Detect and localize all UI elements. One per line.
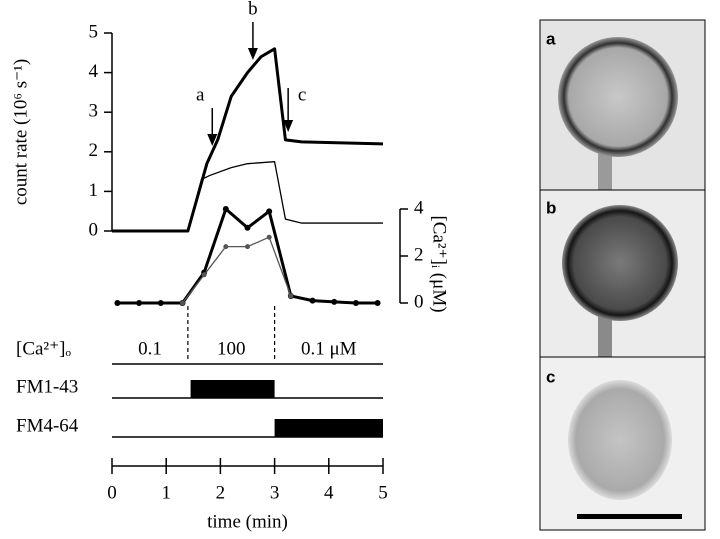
x-tick-label: 0 <box>107 482 117 503</box>
dye-bar <box>190 380 275 398</box>
data-point <box>331 298 338 305</box>
y-tick-label: 5 <box>89 21 99 42</box>
dye-bar <box>274 419 383 437</box>
x-tick-label: 2 <box>216 482 226 503</box>
scale-bar <box>577 514 682 519</box>
data-line <box>112 161 383 232</box>
bath-segment-label: 0.1 <box>138 338 162 359</box>
data-point <box>201 272 207 278</box>
data-point <box>114 300 121 306</box>
data-point <box>266 234 272 240</box>
data-point <box>309 297 316 304</box>
x-tick-label: 4 <box>324 482 334 503</box>
y-tick-label: 3 <box>89 101 99 122</box>
arrow-head <box>247 48 258 60</box>
arrow-head <box>283 120 294 132</box>
y-tick-label: 4 <box>414 197 424 218</box>
annotation-label: b <box>248 0 258 19</box>
data-point <box>288 293 294 299</box>
y-axis-label: [Ca²⁺]ᵢ (μM) <box>429 215 450 312</box>
cell <box>568 380 672 500</box>
y-axis-label: count rate (10⁶ s⁻¹) <box>10 59 31 205</box>
data-point <box>136 300 143 306</box>
bath-label: [Ca²⁺]ₒ <box>16 338 71 359</box>
data-point <box>223 244 229 250</box>
dye-label: FM1-43 <box>16 376 78 397</box>
micrographs <box>539 19 706 531</box>
cell <box>562 205 678 321</box>
x-tick-label: 5 <box>378 482 388 503</box>
panel-label: a <box>546 29 556 48</box>
annotation-label: c <box>298 84 306 105</box>
dye-label: FM4-64 <box>16 415 79 436</box>
data-point <box>245 244 250 250</box>
y-tick-label: 4 <box>89 61 99 82</box>
y-tick-label: 2 <box>89 140 99 161</box>
data-point <box>266 208 273 215</box>
data-line <box>181 236 292 304</box>
y-tick-label: 0 <box>414 291 424 312</box>
x-axis-label: time (min) <box>207 511 288 532</box>
data-point <box>374 300 381 306</box>
bath-segment-label: 0.1 μM <box>301 338 357 359</box>
cell <box>558 37 678 157</box>
panel-label: b <box>546 198 556 217</box>
x-tick-label: 1 <box>161 482 171 503</box>
data-line <box>112 47 384 233</box>
bath-segment-label: 100 <box>217 338 246 359</box>
x-tick-label: 3 <box>270 482 280 503</box>
data-point <box>222 206 229 212</box>
stalk <box>598 315 612 357</box>
data-point <box>352 300 359 306</box>
data-point <box>157 300 164 306</box>
data-point <box>179 300 185 306</box>
y-tick-label: 0 <box>89 219 99 240</box>
annotation-label: a <box>196 84 205 105</box>
data-point <box>244 224 251 231</box>
panel-label: c <box>546 367 555 386</box>
arrow-head <box>207 134 218 146</box>
y-tick-label: 2 <box>414 244 424 265</box>
y-tick-label: 1 <box>89 180 99 201</box>
